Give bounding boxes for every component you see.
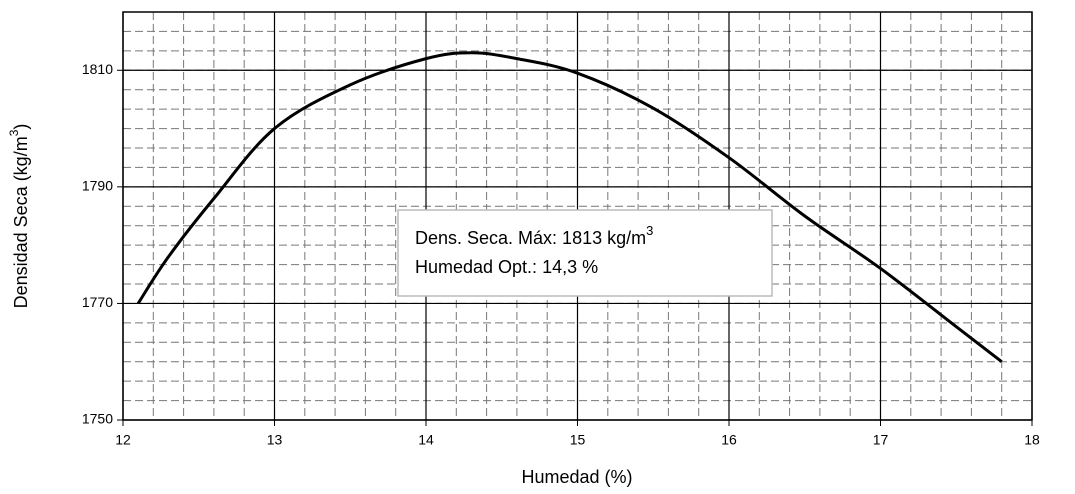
y-tick-label: 1750 bbox=[82, 411, 113, 427]
x-tick-label: 17 bbox=[873, 432, 889, 448]
annotation-text: Dens. Seca. Máx: 1813 kg/m bbox=[415, 228, 646, 248]
x-tick-label: 12 bbox=[115, 432, 131, 448]
x-tick-label: 18 bbox=[1024, 432, 1040, 448]
annotation-sup: 3 bbox=[646, 223, 653, 238]
x-tick-label: 14 bbox=[418, 432, 434, 448]
y-tick-label: 1790 bbox=[82, 178, 113, 194]
annotation-line: Dens. Seca. Máx: 1813 kg/m3 bbox=[415, 223, 653, 247]
x-axis-label: Humedad (%) bbox=[521, 467, 632, 487]
plot-frame bbox=[122, 11, 1033, 421]
y-label-part: Densidad Seca (kg/m bbox=[11, 136, 31, 308]
curve bbox=[136, 51, 1003, 363]
x-tick-label: 16 bbox=[721, 432, 737, 448]
y-tick-label: 1810 bbox=[82, 61, 113, 77]
annotation-box bbox=[397, 209, 773, 297]
y-tick-label: 1770 bbox=[82, 294, 113, 310]
y-label-sup: 3 bbox=[7, 129, 21, 136]
y-axis-label: Densidad Seca (kg/m3) bbox=[7, 124, 31, 309]
x-tick-label: 15 bbox=[570, 432, 586, 448]
y-label-part: ) bbox=[11, 124, 31, 130]
annotation-line: Humedad Opt.: 14,3 % bbox=[415, 257, 598, 277]
x-tick-label: 13 bbox=[267, 432, 283, 448]
